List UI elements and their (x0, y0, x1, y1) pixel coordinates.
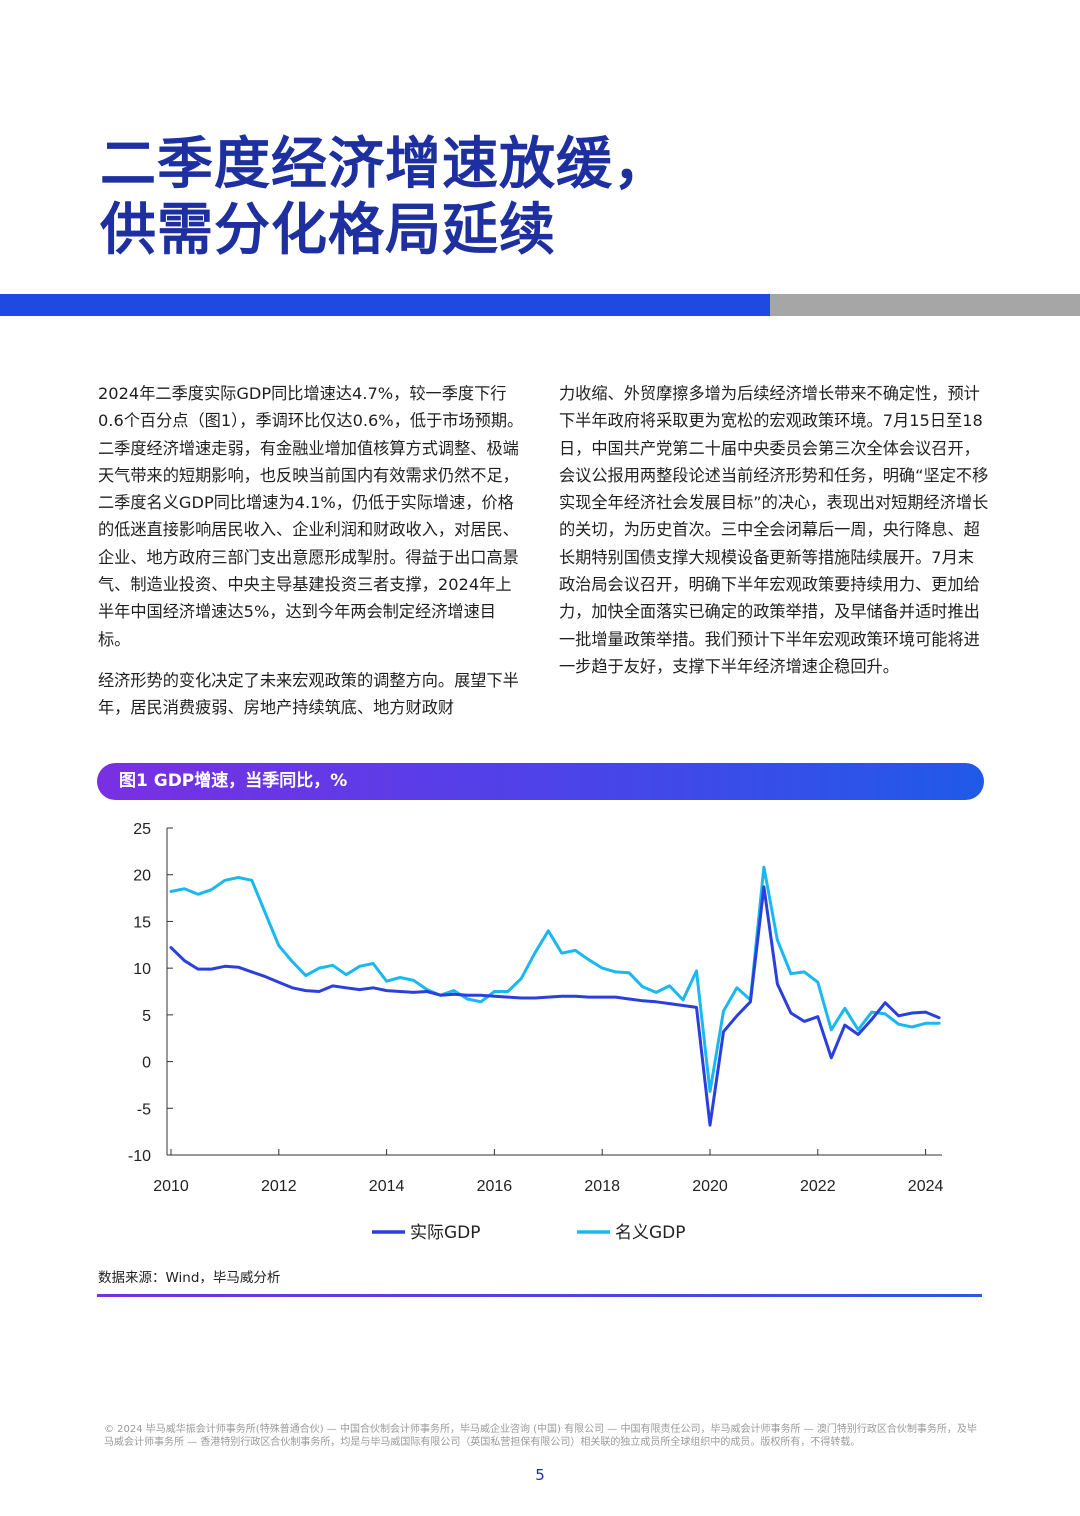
x-tick-label: 2018 (584, 1178, 620, 1195)
y-tick-label: 20 (133, 868, 151, 885)
x-tick-label: 2012 (261, 1178, 297, 1195)
figure-header: 图1 GDP增速，当季同比，% (97, 763, 984, 800)
source-divider (97, 1294, 982, 1297)
y-tick-label: 5 (142, 1008, 151, 1025)
x-tick-label: 2016 (477, 1178, 513, 1195)
title-line-1: 二季度经济增速放缓， (100, 132, 670, 197)
y-tick-label: -10 (128, 1148, 151, 1165)
y-tick-label: 10 (133, 961, 151, 978)
x-tick-label: 2022 (800, 1178, 836, 1195)
legend-nominal-gdp-label: 名义GDP (615, 1223, 686, 1243)
x-tick-label: 2020 (692, 1178, 728, 1195)
title-accent-bar-grey (770, 294, 1080, 316)
page-number: 5 (535, 1466, 545, 1484)
body-paragraph-2: 经济形势的变化决定了未来宏观政策的调整方向。展望下半年，居民消费疲弱、房地产持续… (98, 670, 519, 718)
x-tick-label: 2024 (908, 1178, 944, 1195)
y-tick-label: -5 (137, 1101, 151, 1118)
figure-title: 图1 GDP增速，当季同比，% (119, 771, 348, 791)
series-line-real-gdp (169, 885, 941, 1127)
y-tick-label: 25 (133, 821, 151, 838)
figure-source: 数据来源：Wind，毕马威分析 (98, 1270, 281, 1286)
footer-copyright: © 2024 毕马威华振会计师事务所(特殊普通合伙) — 中国合伙制会计师事务所… (104, 1424, 977, 1448)
legend-real-gdp-label: 实际GDP (410, 1223, 481, 1243)
body-paragraph-1: 2024年二季度实际GDP同比增速达4.7%，较一季度下行0.6个百分点（图1）… (98, 384, 524, 649)
y-tick-label: 0 (142, 1055, 151, 1072)
title-accent-bar (0, 294, 770, 316)
right-column: 力收缩、外贸摩擦多增为后续经济增长带来不确定性，预计下半年政府将采取更为宽松的宏… (559, 380, 989, 680)
body-paragraph-3: 力收缩、外贸摩擦多增为后续经济增长带来不确定性，预计下半年政府将采取更为宽松的宏… (559, 384, 989, 676)
page-title: 二季度经济增速放缓， 供需分化格局延续 (100, 132, 1000, 264)
left-column: 2024年二季度实际GDP同比增速达4.7%，较一季度下行0.6个百分点（图1）… (98, 380, 526, 722)
series-line-nominal-gdp (169, 865, 941, 1093)
title-line-2: 供需分化格局延续 (100, 198, 556, 263)
y-tick-label: 15 (133, 914, 151, 931)
x-tick-label: 2010 (153, 1178, 189, 1195)
x-tick-label: 2014 (369, 1178, 405, 1195)
